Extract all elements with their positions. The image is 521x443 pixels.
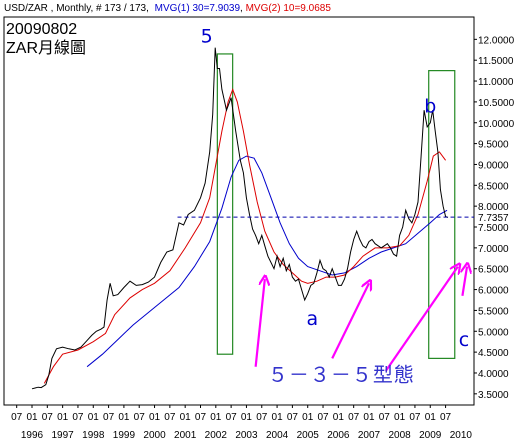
x-year-label: 2002 xyxy=(205,430,228,441)
highlight-box-2 xyxy=(428,70,456,359)
x-month-label: 01 xyxy=(57,412,69,423)
x-month-label: 07 xyxy=(256,412,268,423)
ma2-label: MVG(2) 10=9.0685 xyxy=(246,3,332,14)
x-month-label: 07 xyxy=(348,412,360,423)
x-month-label: 07 xyxy=(42,412,54,423)
x-year-label: 2000 xyxy=(143,430,166,441)
current-value-label: 7.7357 xyxy=(478,213,509,224)
highlight-boxes xyxy=(216,53,456,359)
annotations: 5 a b c ５－３－５型態 xyxy=(201,26,470,386)
y-tick-label: 8.0000 xyxy=(478,202,509,213)
y-tick-label: 4.5000 xyxy=(478,348,509,359)
x-month-label: 01 xyxy=(302,412,314,423)
arrow-2 xyxy=(331,283,369,359)
ma2-line xyxy=(43,87,447,384)
y-tick-label: 6.0000 xyxy=(478,286,509,297)
x-month-label: 01 xyxy=(333,412,345,423)
y-tick-label: 7.5000 xyxy=(478,223,509,234)
x-month-label: 07 xyxy=(164,412,176,423)
x-month-label: 07 xyxy=(134,412,146,423)
x-axis: 07 01 07 01 07 01 07 01 07 01 07 01 07 01 07 01 07 01 07 01… xyxy=(11,405,472,441)
x-month-label: 01 xyxy=(88,412,100,423)
x-year-label: 2004 xyxy=(266,430,289,441)
chart-title-name: ZAR月線圖 xyxy=(6,39,86,57)
x-year-label: 2001 xyxy=(174,430,197,441)
y-tick-label: 4.0000 xyxy=(478,369,509,380)
y-tick-label: 9.0000 xyxy=(478,160,509,171)
x-year-label: 2006 xyxy=(327,430,350,441)
x-month-label: 01 xyxy=(210,412,222,423)
x-month-label: 01 xyxy=(363,412,375,423)
wave-label-c: c xyxy=(459,329,469,351)
x-month-label: 07 xyxy=(103,412,115,423)
instrument-label: USD/ZAR , Monthly, # 173 / 173, xyxy=(4,3,149,14)
plot-frame xyxy=(3,16,475,406)
wave-label-b: b xyxy=(424,95,436,117)
x-month-label: 07 xyxy=(379,412,391,423)
x-month-label: 07 xyxy=(287,412,299,423)
x-year-label: 1999 xyxy=(113,430,136,441)
ma1-label: MVG(1) 30=7.9039 xyxy=(155,3,241,14)
arrow-4 xyxy=(462,267,467,296)
x-year-label: 1996 xyxy=(21,430,44,441)
y-tick-label: 11.5000 xyxy=(478,56,514,67)
arrow-3 xyxy=(384,267,458,372)
y-tick-label: 8.5000 xyxy=(478,181,509,192)
y-tick-label: 9.5000 xyxy=(478,140,509,151)
current-value-group: 7.7357 xyxy=(177,213,509,224)
x-month-label: 01 xyxy=(272,412,284,423)
x-month-label: 01 xyxy=(241,412,253,423)
x-month-label: 01 xyxy=(118,412,130,423)
wave-label-5: 5 xyxy=(201,26,213,48)
y-tick-label: 5.0000 xyxy=(478,327,509,338)
y-tick-label: 10.0000 xyxy=(478,119,515,130)
y-tick-label: 5.5000 xyxy=(478,306,509,317)
x-year-label: 2007 xyxy=(358,430,381,441)
y-tick-label: 7.0000 xyxy=(478,244,509,255)
ma1-line xyxy=(86,155,448,368)
x-month-label: 07 xyxy=(72,412,84,423)
x-year-label: 1998 xyxy=(82,430,105,441)
wave-label-a: a xyxy=(306,308,318,330)
x-year-label: 2003 xyxy=(235,430,258,441)
y-tick-label: 12.0000 xyxy=(478,35,515,46)
x-month-label: 01 xyxy=(180,412,192,423)
y-tick-label: 6.5000 xyxy=(478,265,509,276)
x-month-label: 01 xyxy=(425,412,437,423)
y-tick-label: 10.5000 xyxy=(478,98,515,109)
x-year-label: 2008 xyxy=(388,430,411,441)
x-month-label: 01 xyxy=(26,412,38,423)
chart-title-date: 20090802 xyxy=(6,21,77,38)
x-year-label: 1997 xyxy=(52,430,75,441)
x-month-label: 01 xyxy=(149,412,161,423)
x-month-label: 07 xyxy=(440,412,452,423)
x-year-label: 2009 xyxy=(419,430,442,441)
y-tick-label: 11.0000 xyxy=(478,77,514,88)
arrow-1 xyxy=(254,279,265,367)
x-month-label: 07 xyxy=(11,412,23,423)
x-month-label: 07 xyxy=(195,412,207,423)
y-axis: 12.0000 11.5000 11.0000 10.5000 10.0000 9.500… xyxy=(474,35,515,401)
price-line xyxy=(31,47,449,390)
x-month-label: 07 xyxy=(409,412,421,423)
x-month-label: 07 xyxy=(317,412,329,423)
x-year-label: 2005 xyxy=(297,430,320,441)
x-year-label: 2010 xyxy=(450,430,473,441)
y-tick-label: 3.5000 xyxy=(478,390,509,401)
chart-header: USD/ZAR , Monthly, # 173 / 173, MVG(1) 3… xyxy=(4,3,331,14)
header-comma: , xyxy=(240,3,246,14)
series-group xyxy=(31,47,449,390)
highlight-box-1 xyxy=(216,53,234,355)
x-month-label: 01 xyxy=(394,412,406,423)
x-month-label: 07 xyxy=(226,412,238,423)
pattern-label: ５－３－５型態 xyxy=(268,362,415,386)
